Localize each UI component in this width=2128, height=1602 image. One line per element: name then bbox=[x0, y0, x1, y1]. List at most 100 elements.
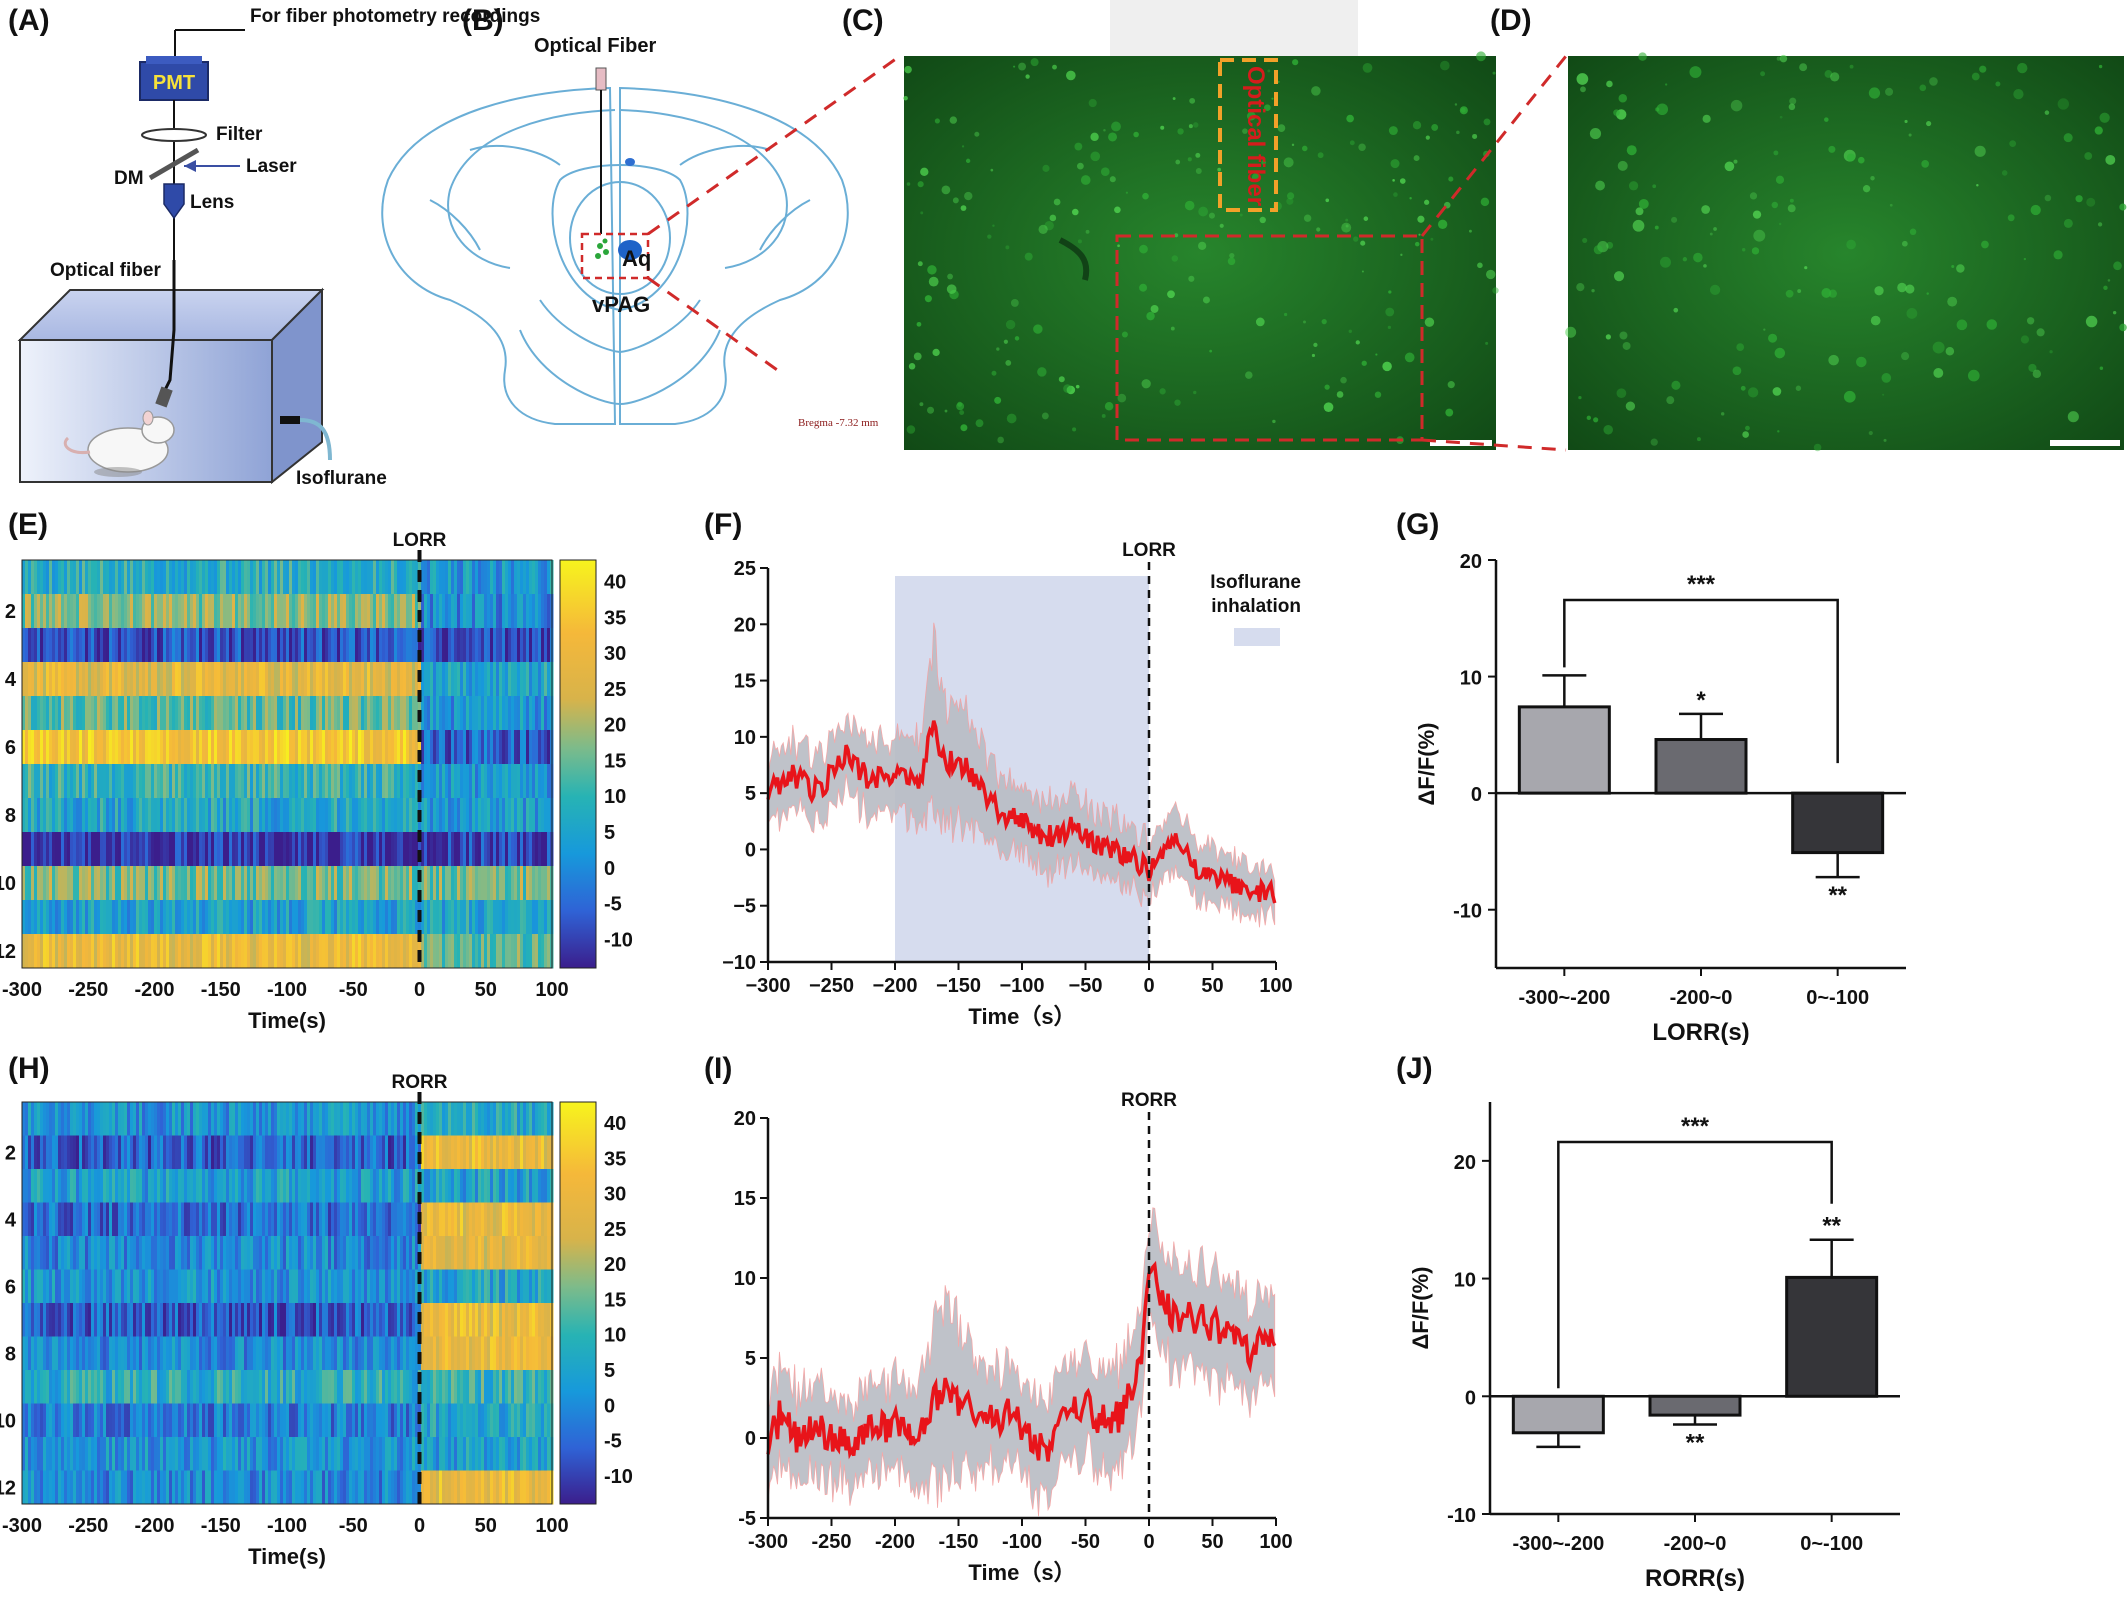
heatmap-cell bbox=[205, 1370, 209, 1404]
heatmap-cell bbox=[202, 560, 206, 595]
heatmap-cell bbox=[355, 1303, 359, 1337]
heatmap-cell bbox=[73, 934, 77, 969]
heatmap-cell bbox=[466, 696, 470, 731]
fluorescent-cell bbox=[1626, 145, 1637, 156]
heatmap-cell bbox=[412, 594, 416, 629]
heatmap-cell bbox=[403, 696, 407, 731]
heatmap-cell bbox=[286, 730, 290, 765]
heatmap-cell bbox=[109, 1135, 113, 1170]
heatmap-cell bbox=[154, 1336, 158, 1371]
heatmap-cell bbox=[229, 594, 233, 629]
panel-label-j: (J) bbox=[1396, 1052, 1433, 1085]
fluorescent-cell bbox=[2009, 140, 2017, 147]
heatmap-cell bbox=[376, 560, 380, 595]
heatmap-cell bbox=[208, 1135, 212, 1170]
fluorescent-cell bbox=[960, 424, 968, 432]
heatmap-cell bbox=[451, 1470, 455, 1505]
y-tick-label: 0 bbox=[745, 839, 756, 861]
heatmap-cell bbox=[238, 1403, 242, 1438]
heatmap-cell bbox=[172, 628, 176, 663]
heatmap-cell bbox=[214, 1370, 218, 1404]
heatmap-cell bbox=[355, 628, 359, 663]
heatmap-cell bbox=[445, 1169, 449, 1203]
heatmap-cell bbox=[334, 866, 338, 901]
y-tick-label: 5 bbox=[745, 783, 756, 805]
fluorescent-cell bbox=[1857, 156, 1865, 164]
heatmap-cell bbox=[364, 798, 368, 833]
heatmap-cell bbox=[85, 1303, 89, 1337]
heatmap-cell bbox=[43, 1102, 47, 1136]
heatmap-cell bbox=[193, 934, 197, 969]
heatmap-cell bbox=[406, 1135, 410, 1170]
category-label: -200~0 bbox=[1664, 1533, 1727, 1555]
fluorescent-cell bbox=[991, 370, 997, 376]
heatmap-cell bbox=[112, 1135, 116, 1170]
heatmap-cell bbox=[328, 1370, 332, 1404]
heatmap-cell bbox=[268, 764, 272, 799]
heatmap-cell bbox=[43, 1135, 47, 1170]
heatmap-cell bbox=[313, 730, 317, 765]
heatmap-cell bbox=[241, 1135, 245, 1170]
heatmap-cell bbox=[76, 764, 80, 799]
heatmap-cell bbox=[106, 866, 110, 901]
heatmap-cell bbox=[64, 1202, 68, 1237]
heatmap-cell bbox=[391, 1202, 395, 1237]
heatmap-cell bbox=[175, 832, 179, 867]
fluorescent-cell bbox=[1628, 181, 1639, 191]
fluorescent-cell bbox=[1090, 151, 1101, 162]
fluorescent-cell bbox=[947, 273, 953, 280]
bar bbox=[1654, 738, 1748, 795]
heatmap-cell bbox=[91, 1303, 95, 1337]
heatmap-cell bbox=[286, 1336, 290, 1371]
heatmap-cell bbox=[55, 866, 59, 901]
heatmap-cell bbox=[289, 1370, 293, 1404]
heatmap-cell bbox=[388, 1135, 392, 1170]
heatmap-cell bbox=[415, 1437, 419, 1471]
heatmap-cell bbox=[517, 1403, 521, 1438]
heatmap-cell bbox=[358, 1202, 362, 1237]
heatmap-cell bbox=[517, 594, 521, 629]
heatmap-cell bbox=[352, 1336, 356, 1371]
fluorescent-cell bbox=[1283, 157, 1294, 168]
heatmap-cell bbox=[493, 662, 497, 697]
heatmap-cell bbox=[310, 1437, 314, 1471]
heatmap-cell bbox=[319, 696, 323, 731]
heatmap-cell bbox=[535, 560, 539, 595]
heatmap-cell bbox=[304, 628, 308, 663]
heatmap-cell bbox=[526, 1202, 530, 1237]
heatmap-cell bbox=[190, 934, 194, 969]
heatmap-cell bbox=[91, 832, 95, 867]
heatmap-cell bbox=[100, 1269, 104, 1304]
heatmap-cell bbox=[40, 832, 44, 867]
heatmap-cell bbox=[529, 1202, 533, 1237]
heatmap-cell bbox=[532, 1437, 536, 1471]
heatmap-cell bbox=[541, 730, 545, 765]
heatmap-cell bbox=[112, 594, 116, 629]
heatmap-cell bbox=[109, 832, 113, 867]
heatmap-cell bbox=[487, 628, 491, 663]
heatmap-cell bbox=[307, 832, 311, 867]
heatmap-cell bbox=[145, 764, 149, 799]
heatmap-cell bbox=[181, 1169, 185, 1203]
heatmap-cell bbox=[538, 594, 542, 629]
heatmap-cell bbox=[115, 832, 119, 867]
heatmap-cell bbox=[538, 696, 542, 731]
heatmap-cell bbox=[346, 1303, 350, 1337]
heatmap-cell bbox=[253, 1336, 257, 1371]
heatmap-cell bbox=[376, 1269, 380, 1304]
heatmap-cell bbox=[502, 1202, 506, 1237]
heatmap-cell bbox=[112, 1470, 116, 1505]
heatmap-cell bbox=[85, 1202, 89, 1237]
heatmap-cell bbox=[154, 628, 158, 663]
heatmap-cell bbox=[145, 594, 149, 629]
heatmap-cell bbox=[265, 1269, 269, 1304]
heatmap-cell bbox=[130, 1370, 134, 1404]
heatmap-cell bbox=[238, 662, 242, 697]
heatmap-cell bbox=[346, 1135, 350, 1170]
heatmap-cell bbox=[46, 1202, 50, 1237]
heatmap-cell bbox=[22, 1370, 26, 1404]
heatmap-cell bbox=[163, 1135, 167, 1170]
heatmap-cell bbox=[469, 594, 473, 629]
heatmap-cell bbox=[61, 1437, 65, 1471]
heatmap-cell bbox=[175, 934, 179, 969]
